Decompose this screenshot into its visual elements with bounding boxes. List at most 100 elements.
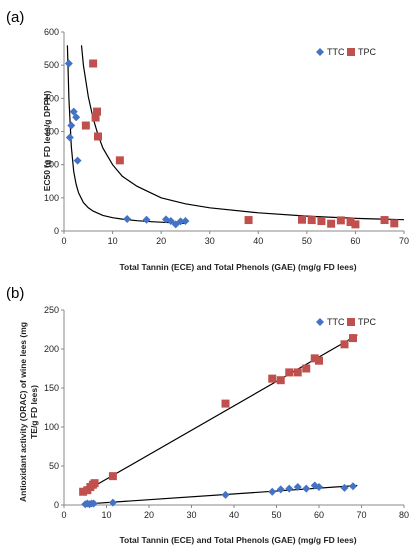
point-tpc bbox=[89, 59, 98, 68]
point-tpc bbox=[351, 220, 360, 229]
y-tick-label: 200 bbox=[44, 160, 59, 170]
point-tpc bbox=[307, 216, 316, 225]
point-ttc bbox=[73, 156, 82, 165]
point-tpc bbox=[268, 374, 277, 383]
point-tpc bbox=[244, 216, 253, 225]
y-tick-label: 500 bbox=[44, 60, 59, 70]
point-tpc bbox=[340, 340, 349, 349]
legend-tpc-label-b: TPC bbox=[358, 317, 377, 327]
point-ttc bbox=[176, 217, 185, 226]
point-ttc bbox=[142, 215, 151, 224]
x-tick-label: 30 bbox=[205, 236, 215, 246]
x-tick-label: 50 bbox=[302, 236, 312, 246]
x-tick-label: 60 bbox=[350, 236, 360, 246]
x-tick-label: 0 bbox=[61, 236, 66, 246]
point-tpc bbox=[317, 217, 326, 226]
point-tpc bbox=[79, 487, 88, 496]
point-ttc bbox=[108, 498, 117, 507]
panel-a-legend: TTC TPC bbox=[316, 47, 377, 57]
panel-b-chart: (b) Antioxidant activity (ORAC) of wine … bbox=[6, 285, 409, 545]
point-tpc bbox=[276, 376, 285, 385]
x-tick-label: 40 bbox=[253, 236, 263, 246]
point-ttc bbox=[181, 217, 190, 226]
x-tick-label: 0 bbox=[61, 510, 66, 520]
point-tpc bbox=[298, 215, 306, 224]
point-ttc bbox=[123, 215, 132, 224]
panel-a-label: (a) bbox=[6, 9, 24, 26]
point-tpc bbox=[108, 472, 117, 481]
point-ttc bbox=[69, 107, 78, 116]
y-tick-label: 150 bbox=[44, 383, 59, 393]
fit-line-ttc bbox=[66, 45, 186, 224]
point-ttc bbox=[72, 113, 81, 122]
point-ttc bbox=[67, 121, 76, 130]
x-tick-label: 60 bbox=[314, 510, 324, 520]
point-tpc bbox=[94, 132, 102, 141]
legend-ttc-label-a: TTC bbox=[327, 47, 345, 57]
panel-a-chart: (a) EC50 (g FD lees/g DPPH) Total Tannin… bbox=[6, 9, 409, 272]
point-ttc bbox=[65, 133, 74, 142]
point-tpc bbox=[293, 368, 302, 377]
point-tpc bbox=[221, 399, 230, 408]
x-tick-label: 80 bbox=[399, 510, 409, 520]
y-tick-label: 0 bbox=[54, 226, 59, 236]
panel-a-y-axis-label: EC50 (g FD lees/g DPPH) bbox=[42, 91, 52, 192]
x-tick-label: 10 bbox=[108, 236, 118, 246]
y-tick-label: 100 bbox=[44, 422, 59, 432]
x-tick-label: 10 bbox=[101, 510, 111, 520]
x-tick-label: 70 bbox=[356, 510, 366, 520]
point-tpc bbox=[115, 156, 124, 165]
point-ttc bbox=[340, 483, 349, 492]
point-ttc bbox=[64, 59, 73, 68]
legend-ttc-marker-b bbox=[316, 318, 324, 326]
legend-tpc-label-a: TPC bbox=[358, 47, 377, 57]
legend-tpc-marker-b bbox=[347, 318, 355, 326]
y-tick-label: 200 bbox=[44, 344, 59, 354]
y-tick-label: 100 bbox=[44, 193, 59, 203]
point-tpc bbox=[380, 216, 389, 225]
point-tpc bbox=[315, 356, 323, 365]
y-tick-label: 250 bbox=[44, 305, 59, 315]
point-tpc bbox=[336, 216, 345, 225]
y-tick-label: 600 bbox=[44, 27, 59, 37]
fit-line-tpc bbox=[80, 45, 405, 221]
point-ttc bbox=[276, 485, 285, 494]
point-tpc bbox=[310, 354, 319, 363]
legend-ttc-marker-a bbox=[316, 48, 324, 56]
fit-line-ttc bbox=[83, 484, 358, 505]
x-tick-label: 40 bbox=[229, 510, 239, 520]
point-tpc bbox=[90, 479, 99, 488]
point-tpc bbox=[285, 368, 294, 377]
point-tpc bbox=[349, 334, 357, 343]
panel-b-x-axis-label: Total Tannin (ECE) and Total Phenols (GA… bbox=[119, 535, 356, 545]
x-tick-label: 50 bbox=[271, 510, 281, 520]
x-tick-label: 70 bbox=[399, 236, 409, 246]
x-tick-label: 30 bbox=[186, 510, 196, 520]
point-ttc bbox=[302, 484, 311, 493]
panel-b-y-axis-label-line1: Antioxidant activity (ORAC) of wine lees… bbox=[18, 322, 28, 502]
point-ttc bbox=[293, 483, 302, 492]
point-ttc bbox=[349, 482, 357, 491]
point-tpc bbox=[81, 121, 90, 130]
point-tpc bbox=[302, 364, 311, 373]
point-ttc bbox=[166, 217, 175, 226]
legend-tpc-marker-a bbox=[347, 48, 355, 56]
point-ttc bbox=[315, 483, 323, 492]
point-ttc bbox=[285, 484, 294, 493]
point-tpc bbox=[93, 107, 102, 116]
point-ttc bbox=[221, 490, 230, 499]
point-tpc bbox=[327, 219, 336, 228]
panel-a-x-axis-label: Total Tannin (ECE) and Total Phenols (GA… bbox=[119, 262, 356, 272]
legend-ttc-label-b: TTC bbox=[327, 317, 345, 327]
x-tick-label: 20 bbox=[144, 510, 154, 520]
point-tpc bbox=[91, 113, 100, 122]
panel-b-legend: TTC TPC bbox=[316, 317, 377, 327]
y-tick-label: 300 bbox=[44, 127, 59, 137]
point-ttc bbox=[268, 487, 277, 496]
point-tpc bbox=[346, 218, 355, 227]
y-tick-label: 0 bbox=[54, 500, 59, 510]
point-tpc bbox=[390, 219, 399, 228]
point-ttc bbox=[89, 499, 98, 508]
x-tick-label: 20 bbox=[156, 236, 166, 246]
